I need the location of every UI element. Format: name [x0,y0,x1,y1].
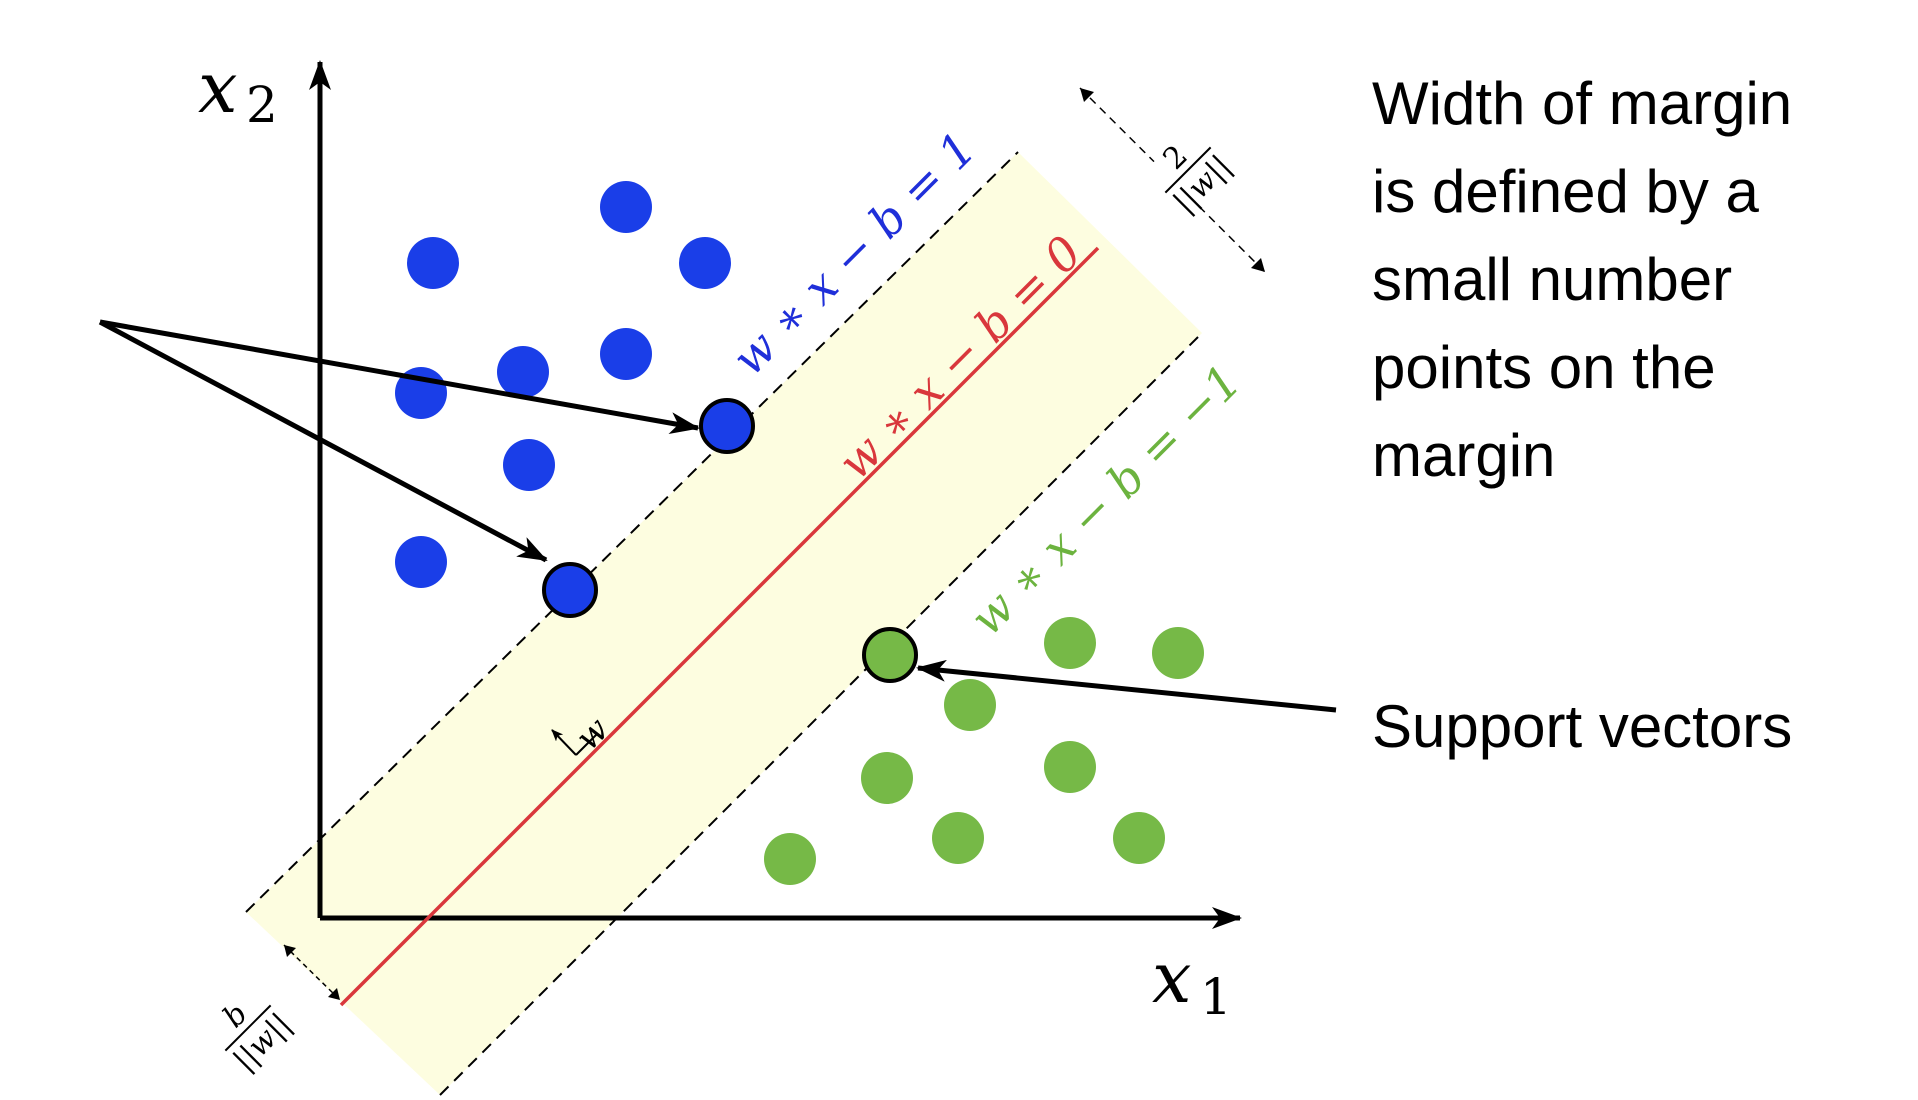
sv-pointer-arrow-right [916,659,1337,713]
margin-caption-line: is defined by a [1372,158,1759,225]
positive-class-points [395,181,731,588]
sv-pointer-arrow-lower [98,319,548,563]
negative-point [1113,812,1165,864]
offset-arrow [283,944,341,1001]
w-vector-arrow [551,729,577,756]
negative-point [861,752,913,804]
decision-boundary [339,246,1100,1007]
offset-head-bottom [328,988,340,1000]
positive-point [600,328,652,380]
offset-numerator: b [216,996,254,1034]
margin-width-head-top [1080,88,1094,102]
margin-caption-line: margin [1372,422,1556,489]
support-vectors-caption: Support vectors [1372,693,1793,760]
x2-axis-label-main: x [198,47,237,129]
w-vector-tick [575,733,598,756]
support-vector-positive-lower [542,562,598,618]
negative-point [764,833,816,885]
positive-point [679,237,731,289]
x2-axis-label: x 2 [198,47,278,134]
negative-point [944,679,996,731]
margin-caption-line: points on the [1372,334,1716,401]
margin-caption-line: Width of margin [1372,70,1793,137]
positive-point [503,439,555,491]
positive-point [395,536,447,588]
x1-axis-label-sub: 1 [1200,968,1232,1026]
margin-caption: Width of margin is defined by a small nu… [1372,60,1892,500]
margin-width-head-bottom [1251,258,1265,272]
margin-caption-line: small number [1372,246,1733,313]
positive-point [600,181,652,233]
x2-axis-label-sub: 2 [246,76,278,134]
positive-point [407,237,459,289]
sv-pointer-arrow-upper [99,319,700,434]
x1-axis-label-main: x [1152,937,1191,1019]
support-vector-positive-upper [699,398,755,454]
upper-margin-line [245,151,1019,913]
negative-point [1044,617,1096,669]
negative-point [932,812,984,864]
margin-width-fraction: 2 ||w|| [1138,120,1241,223]
support-vector-negative [862,627,918,683]
negative-point [1152,627,1204,679]
offset-fraction: b ||w|| [216,996,298,1078]
x1-axis-label: x 1 [1152,937,1232,1026]
offset-head-top [284,945,296,957]
negative-class-points [764,617,1204,885]
positive-point [497,346,549,398]
negative-point [1044,741,1096,793]
